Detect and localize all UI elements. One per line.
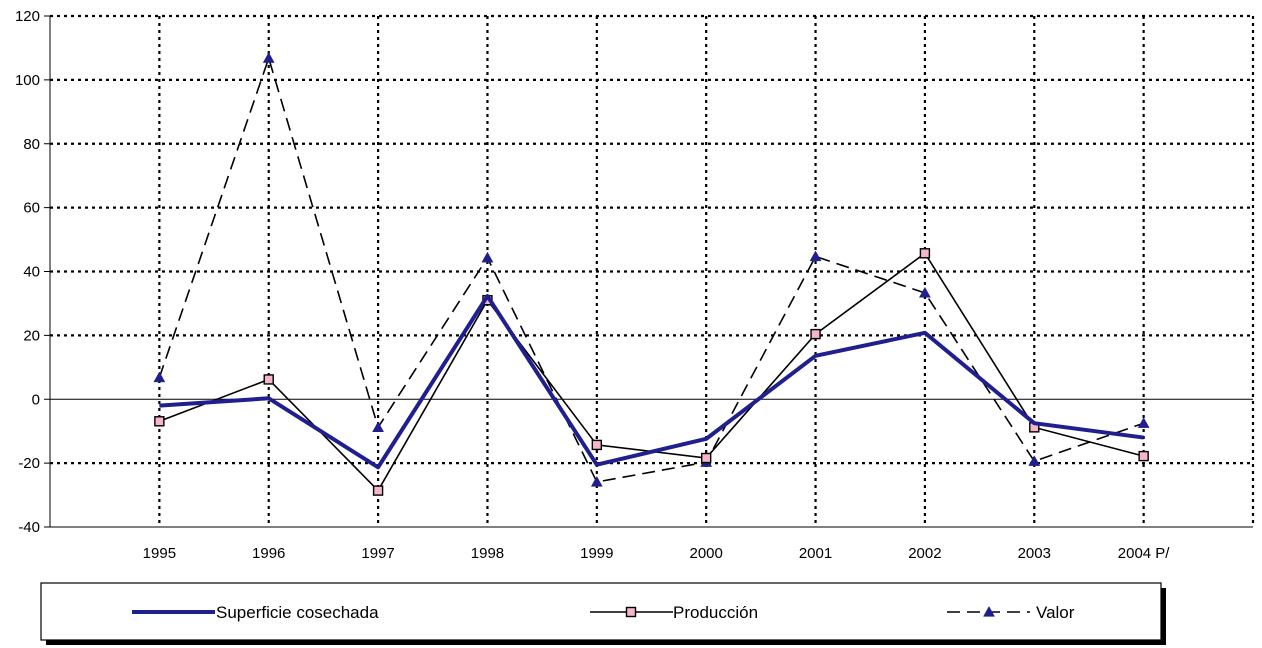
x-tick-label: 1997 — [361, 545, 394, 562]
y-tick-label: 100 — [15, 72, 40, 89]
data-point — [1138, 450, 1149, 462]
legend-label: Superficie cosechada — [216, 603, 379, 622]
data-point — [481, 251, 494, 263]
data-point — [810, 328, 821, 340]
data-point — [154, 416, 165, 427]
x-tick-label: 2004 P/ — [1118, 545, 1171, 562]
data-point — [1028, 455, 1041, 466]
data-point — [591, 439, 603, 451]
y-tick-label: 20 — [23, 327, 40, 344]
x-tick-label: 2000 — [689, 545, 722, 562]
x-tick-label: 2002 — [908, 545, 941, 562]
y-tick-label: 80 — [23, 136, 40, 153]
y-tick-label: 40 — [23, 264, 40, 281]
data-point — [262, 52, 275, 63]
series-line — [158, 55, 1144, 483]
legend-entry-produccion: Producción — [590, 603, 758, 622]
data-point — [809, 250, 822, 262]
legend-entry-valor: Valor — [947, 603, 1075, 622]
data-point — [919, 248, 931, 259]
x-tick-label: 2001 — [799, 545, 832, 562]
series-line — [159, 294, 1144, 470]
series-1 — [154, 248, 1149, 496]
y-tick-label: 60 — [23, 200, 40, 217]
data-point — [263, 374, 274, 385]
data-point — [700, 452, 712, 464]
legend-label: Producción — [673, 603, 758, 622]
data-point — [918, 286, 931, 298]
data-point — [372, 421, 385, 433]
legend: Superficie cosechada Producción Valor — [40, 582, 1166, 645]
legend-entry-superficie: Superficie cosechada — [132, 603, 379, 622]
legend-label: Valor — [1036, 603, 1075, 622]
grid-lines — [50, 14, 1255, 527]
series-0 — [159, 294, 1144, 470]
data-point — [372, 485, 384, 496]
x-tick-label: 1999 — [580, 545, 613, 562]
x-axis-tick-labels: 1995 1996 1997 1998 1999 2000 2001 2002 2003 2004… — [143, 545, 1171, 562]
y-tick-label: 120 — [15, 8, 40, 25]
y-tick-label: 0 — [32, 391, 40, 408]
data-point — [590, 475, 603, 487]
legend-marker — [625, 606, 637, 618]
y-tick-label: -40 — [18, 519, 40, 536]
x-tick-label: 2003 — [1018, 545, 1051, 562]
data-point — [1137, 417, 1150, 428]
data-point — [153, 371, 166, 383]
series-line — [159, 252, 1144, 492]
legend-marker — [983, 605, 995, 617]
y-tick-label: -20 — [18, 455, 40, 472]
x-tick-label: 1995 — [143, 545, 176, 562]
x-tick-label: 1998 — [471, 545, 504, 562]
series-layer — [153, 52, 1150, 496]
y-axis-tick-labels: -40 -20 0 20 40 60 80 100 120 — [15, 8, 40, 536]
x-tick-label: 1996 — [252, 545, 285, 562]
